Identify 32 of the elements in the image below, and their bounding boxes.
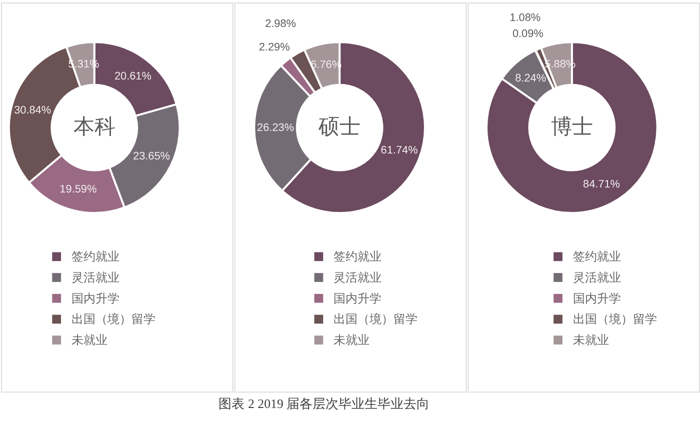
data-label: 0.09% (512, 28, 544, 40)
legend-label: 出国（境）留学 (71, 312, 156, 326)
legend-label: 未就业 (572, 333, 609, 348)
data-label: 20.61% (114, 70, 152, 82)
legend-label: 签约就业 (334, 250, 382, 264)
legend-label: 灵活就业 (572, 270, 621, 284)
data-label: 84.71% (583, 178, 620, 190)
legend-label: 出国（境）留学 (572, 312, 657, 326)
legend-label: 国内升学 (334, 291, 382, 306)
legend-label: 国内升学 (71, 291, 120, 306)
legend-label: 出国（境）留学 (334, 312, 418, 326)
data-label: 8.24% (515, 72, 546, 85)
legend-label: 灵活就业 (71, 270, 120, 284)
data-label: 2.98% (265, 18, 296, 30)
data-label: 26.23% (257, 122, 294, 134)
data-label: 61.74% (380, 144, 418, 157)
legend-label: 国内升学 (572, 291, 621, 306)
text: 本科 (73, 116, 116, 139)
text: 博士 (550, 116, 593, 139)
legend-label: 灵活就业 (334, 270, 382, 284)
donut-slice (486, 41, 658, 214)
data-label: 19.59% (60, 184, 97, 196)
legend-label: 未就业 (334, 333, 370, 348)
text: 硕士 (318, 116, 361, 139)
legend-label: 签约就业 (71, 250, 120, 264)
data-label: 23.65% (133, 150, 170, 162)
data-label: 30.84% (14, 104, 52, 117)
legend-label: 签约就业 (572, 250, 621, 264)
text: 图表 2 2019 届各层次毕业生毕业去向 (218, 397, 430, 412)
data-label: 1.08% (510, 12, 541, 24)
legend-label: 未就业 (71, 333, 108, 348)
data-label: 2.29% (258, 42, 290, 54)
